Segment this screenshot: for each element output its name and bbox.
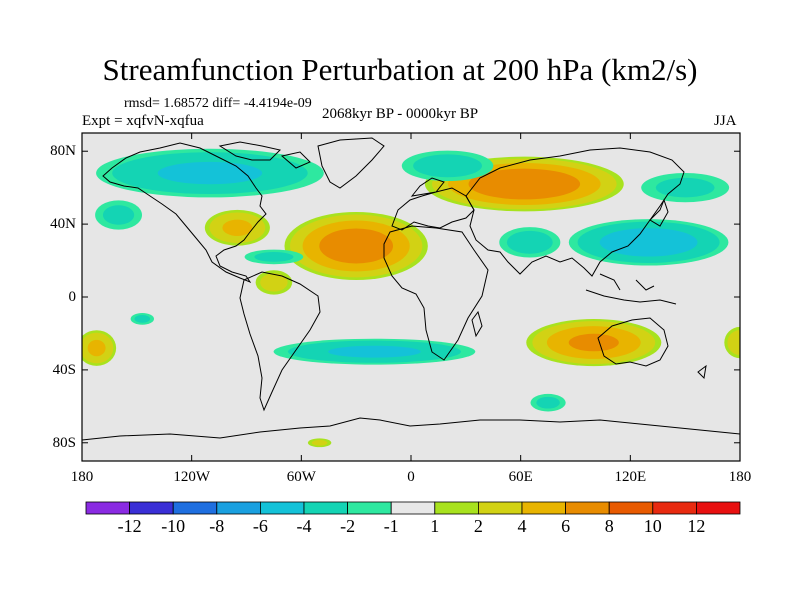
- period-label: 2068kyr BP - 0000kyr BP: [322, 106, 479, 122]
- anomaly-14: [244, 249, 304, 265]
- colorbar-swatch: [565, 501, 610, 515]
- colorbar-label: 12: [687, 516, 706, 536]
- contour-level: [311, 439, 328, 446]
- colorbar: [85, 501, 741, 515]
- colorbar-label: -10: [161, 516, 186, 536]
- anomaly-7: [307, 438, 332, 448]
- colorbar-swatch: [303, 501, 348, 515]
- colorbar-label: -6: [252, 516, 268, 536]
- contour-level: [468, 168, 581, 200]
- axis-ticks: [81, 133, 741, 461]
- contour-level: [157, 161, 263, 185]
- contour-level: [222, 219, 253, 236]
- anomaly-4: [526, 318, 662, 367]
- coastline-australia: [597, 317, 707, 380]
- contour-level: [568, 333, 619, 352]
- anomaly-9: [401, 150, 494, 182]
- contour-level: [655, 177, 715, 198]
- lat-tick-label: 80N: [50, 143, 76, 160]
- colorbar-label: 10: [643, 516, 662, 536]
- anomaly-2: [204, 209, 270, 246]
- colorbar-swatch: [347, 501, 392, 515]
- colorbar-swatch: [172, 501, 218, 515]
- anomaly-13: [499, 227, 561, 258]
- colorbar-label: 6: [561, 516, 571, 536]
- lat-tick-label: 40S: [52, 361, 76, 378]
- coastline-south-america: [239, 271, 321, 412]
- anomaly-10: [641, 173, 730, 203]
- chart-title: Streamfunction Perturbation at 200 hPa (…: [102, 52, 698, 87]
- anomaly-5: [82, 330, 117, 366]
- coastline-antarctica: [82, 417, 740, 441]
- stats-text: rmsd= 1.68572 diff= -4.4194e-09: [124, 96, 312, 111]
- colorbar-label: 8: [604, 516, 614, 536]
- lon-tick-label: 180: [70, 469, 94, 485]
- colorbar-swatch: [216, 501, 261, 515]
- contour-level: [599, 228, 698, 257]
- anomaly-16: [130, 313, 155, 325]
- anomaly-11: [95, 200, 143, 230]
- contour-level: [260, 273, 288, 292]
- contour-level: [413, 154, 482, 178]
- colorbar-label: -12: [117, 516, 142, 536]
- contour-level: [102, 205, 135, 225]
- anomaly-1: [284, 211, 428, 281]
- colorbar-label: 2: [473, 516, 483, 536]
- lon-tick-label: 120E: [614, 469, 647, 485]
- coastline-africa: [383, 225, 489, 361]
- lat-tick-label: 40N: [50, 216, 76, 233]
- contour-level: [134, 314, 151, 323]
- colorbar-label: 1: [430, 516, 440, 536]
- colorbar-swatch: [477, 501, 523, 515]
- contour-level: [319, 228, 394, 264]
- anomaly-field: [82, 148, 740, 448]
- anomaly-17: [530, 393, 566, 412]
- coastline-greenland: [317, 137, 385, 189]
- lon-tick-label: 180: [728, 469, 752, 485]
- coastline-asia: [465, 147, 685, 277]
- colorbar-swatch: [434, 501, 479, 515]
- colorbar-label: -2: [340, 516, 356, 536]
- colorbar-label: 4: [517, 516, 527, 536]
- colorbar-label: -8: [209, 516, 225, 536]
- colorbar-label: -1: [383, 516, 399, 536]
- anomaly-8: [96, 148, 324, 198]
- colorbar-swatch: [259, 501, 305, 515]
- contour-level: [254, 252, 294, 262]
- colorbar-label: -4: [296, 516, 312, 536]
- colorbar-swatch: [652, 501, 697, 515]
- lat-tick-label: 0: [68, 289, 77, 305]
- anomaly-6: [724, 326, 740, 359]
- colorbar-swatch: [608, 501, 654, 515]
- anomaly-15: [273, 338, 476, 365]
- contour-level: [87, 339, 106, 357]
- colorbar-swatch: [696, 501, 741, 515]
- lon-tick-label: 60E: [508, 469, 533, 485]
- coastlines: [82, 137, 740, 441]
- lon-tick-label: 60W: [286, 469, 316, 485]
- coastline-arctic-islands: [218, 141, 311, 169]
- coastline-north-america: [102, 142, 267, 284]
- experiment-label: Expt = xqfvN-xqfua: [82, 113, 204, 129]
- contour-level: [536, 396, 560, 409]
- colorbar-swatch: [129, 501, 174, 515]
- lon-tick-label: 120W: [173, 469, 210, 485]
- colorbar-swatch: [390, 501, 436, 515]
- colorbar-swatch: [85, 501, 130, 515]
- coastline-japan: [649, 198, 669, 227]
- anomaly-12: [568, 219, 729, 266]
- colorbar-swatch: [521, 501, 566, 515]
- coastline-indonesia: [585, 273, 677, 305]
- lon-tick-label: 0: [407, 469, 415, 485]
- contour-level: [506, 230, 553, 254]
- contour-level: [727, 330, 740, 356]
- season-label: JJA: [714, 113, 737, 129]
- lat-tick-label: 80S: [52, 434, 76, 451]
- contour-level: [328, 345, 421, 358]
